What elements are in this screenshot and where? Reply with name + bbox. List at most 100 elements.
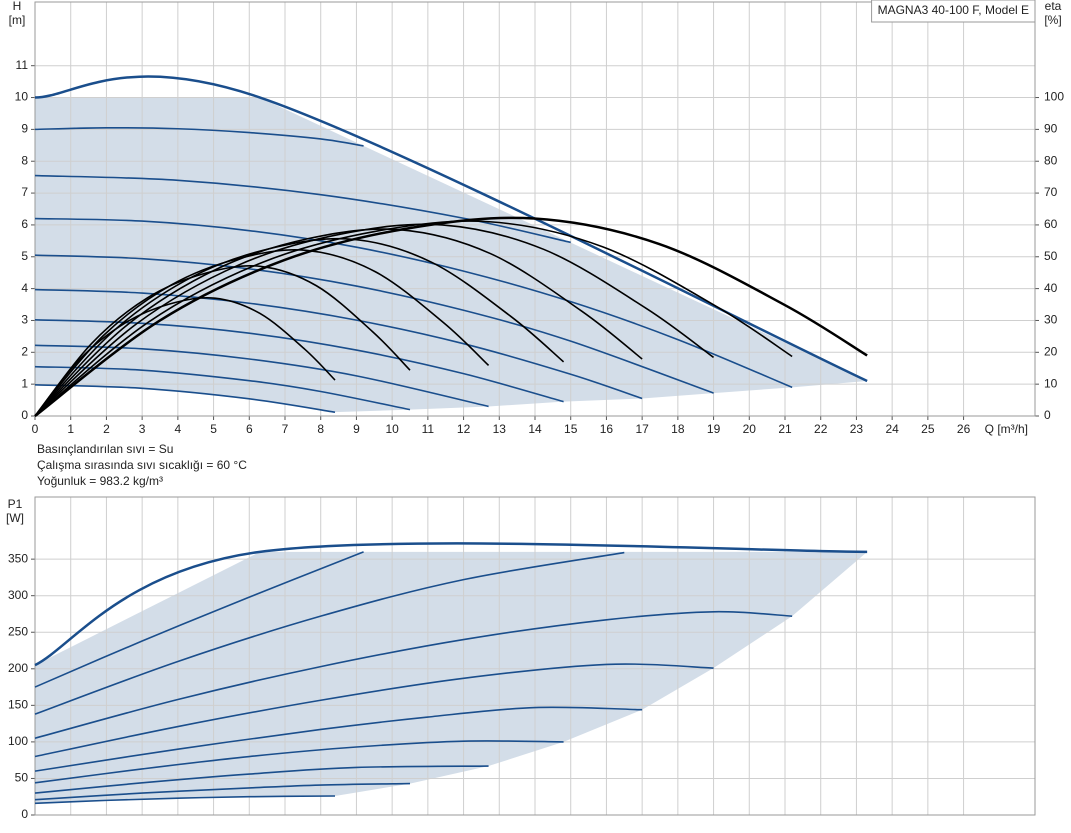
performance-curve — [34, 610, 793, 740]
y2-axis-unit: [%] — [1044, 13, 1061, 27]
plot-frame — [34, 496, 1036, 816]
efficiency-curve — [34, 223, 715, 417]
y-tick-label: 6 — [21, 217, 28, 231]
x-tick-label: 3 — [139, 422, 146, 436]
x-tick-label: 17 — [635, 422, 649, 436]
y-axis-label: H — [13, 0, 22, 13]
y2-tick-label: 0 — [1044, 408, 1051, 422]
performance-curve — [34, 782, 411, 801]
chart-title: MAGNA3 40-100 F, Model E — [878, 3, 1029, 17]
note: Yoğunluk = 983.2 kg/m³ — [37, 474, 163, 488]
x-tick-label: 10 — [385, 422, 399, 436]
performance-curve — [34, 174, 571, 244]
note: Çalışma sırasında sıvı sıcaklığı = 60 °C — [37, 458, 247, 472]
x-tick-label: 2 — [103, 422, 110, 436]
efficiency-curve — [34, 265, 411, 417]
performance-curve — [34, 706, 643, 772]
x-tick-label: 20 — [743, 422, 757, 436]
y-axis-label: P1 — [8, 497, 23, 511]
y-tick-label: 7 — [21, 185, 28, 199]
performance-curve — [34, 551, 364, 688]
grid-layer — [31, 1, 1039, 816]
y-tick-label: 5 — [21, 249, 28, 263]
x-tick-label: 6 — [246, 422, 253, 436]
performance-curve — [34, 254, 714, 394]
y2-tick-label: 100 — [1044, 90, 1064, 104]
x-tick-label: 25 — [921, 422, 935, 436]
y2-tick-label: 30 — [1044, 313, 1058, 327]
y-tick-label: 0 — [21, 807, 28, 821]
y2-tick-label: 70 — [1044, 185, 1058, 199]
y2-tick-label: 40 — [1044, 281, 1058, 295]
x-tick-label: 15 — [564, 422, 578, 436]
y2-axis-label: eta — [1045, 0, 1062, 13]
performance-curve — [34, 383, 336, 413]
x-tick-label: 5 — [210, 422, 217, 436]
operating-area — [35, 97, 868, 413]
x-tick-label: 16 — [600, 422, 614, 436]
y-tick-label: 150 — [8, 698, 28, 712]
x-axis-label: Q [m³/h] — [985, 422, 1028, 436]
title-box — [871, 0, 1036, 23]
efficiency-curve — [34, 249, 490, 417]
y-tick-label: 1 — [21, 376, 28, 390]
x-tick-label: 19 — [707, 422, 721, 436]
y-tick-label: 9 — [21, 122, 28, 136]
performance-curve — [34, 663, 714, 758]
y2-tick-label: 80 — [1044, 153, 1058, 167]
y-tick-label: 8 — [21, 153, 28, 167]
text-layer: H [m] eta [%] Q [m³/h] Basınçlandırılan … — [6, 0, 1064, 821]
x-tick-label: 24 — [885, 422, 899, 436]
y2-tick-label: 20 — [1044, 344, 1058, 358]
y2-tick-label: 50 — [1044, 249, 1058, 263]
y-tick-label: 200 — [8, 661, 28, 675]
y-tick-label: 350 — [8, 551, 28, 565]
y-axis-unit: [W] — [6, 511, 24, 525]
performance-curve — [34, 288, 643, 400]
y-tick-label: 300 — [8, 588, 28, 602]
performance-curve — [34, 795, 336, 805]
x-tick-label: 26 — [957, 422, 971, 436]
y-tick-label: 4 — [21, 281, 28, 295]
note: Basınçlandırılan sıvı = Su — [37, 442, 173, 456]
x-tick-label: 7 — [282, 422, 289, 436]
performance-curve — [34, 542, 868, 667]
plot-frame — [34, 1, 1036, 417]
x-tick-label: 22 — [814, 422, 828, 436]
x-tick-label: 0 — [32, 422, 39, 436]
x-tick-label: 11 — [422, 422, 435, 436]
y-tick-label: 100 — [8, 734, 28, 748]
y2-tick-label: 90 — [1044, 122, 1058, 136]
performance-curve — [34, 126, 364, 147]
y-tick-label: 10 — [15, 90, 29, 104]
performance-curve — [34, 740, 564, 784]
performance-curve — [34, 365, 411, 411]
y-tick-label: 250 — [8, 624, 28, 638]
performance-curve — [34, 217, 793, 389]
y2-tick-label: 10 — [1044, 376, 1058, 390]
y-tick-label: 0 — [21, 408, 28, 422]
x-tick-label: 21 — [778, 422, 792, 436]
line-layer — [34, 75, 868, 805]
x-tick-label: 18 — [671, 422, 685, 436]
y-tick-label: 3 — [21, 313, 28, 327]
x-tick-label: 8 — [317, 422, 324, 436]
x-tick-label: 4 — [175, 422, 182, 436]
y-tick-label: 2 — [21, 344, 28, 358]
efficiency-curve — [34, 228, 643, 417]
performance-curve — [34, 75, 868, 383]
performance-curve — [34, 765, 489, 794]
performance-curve — [34, 551, 625, 715]
x-tick-label: 1 — [67, 422, 74, 436]
x-tick-label: 13 — [493, 422, 507, 436]
x-tick-label: 12 — [457, 422, 471, 436]
y-tick-label: 11 — [16, 58, 29, 72]
x-tick-label: 23 — [850, 422, 864, 436]
x-tick-label: 9 — [353, 422, 360, 436]
y-axis-unit: [m] — [9, 13, 26, 27]
efficiency-curve — [34, 296, 336, 417]
y2-tick-label: 60 — [1044, 217, 1058, 231]
y-tick-label: 50 — [15, 771, 29, 785]
